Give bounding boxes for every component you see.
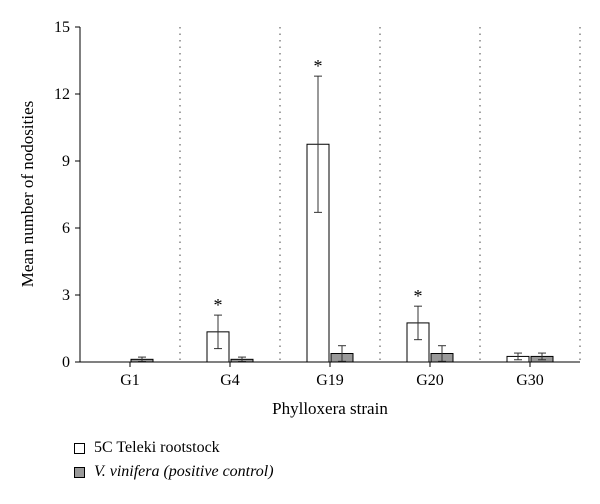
y-axis-title: Mean number of nodosities [18, 101, 37, 288]
legend-swatch-teleki [74, 442, 85, 454]
group-separators [179, 27, 581, 362]
legend-item-teleki: 5C Teleki rootstock [74, 436, 274, 460]
axes [79, 27, 580, 363]
legend: 5C Teleki rootstock V. vinifera (positiv… [74, 436, 274, 484]
x-tick-label: G30 [516, 372, 544, 389]
y-tick-label: 12 [54, 86, 70, 103]
bars: * * * [130, 56, 554, 363]
significance-marker: * [314, 56, 323, 76]
legend-label-teleki: 5C Teleki rootstock [94, 439, 220, 456]
y-tick-label: 3 [62, 287, 70, 304]
x-tick-label: G19 [316, 372, 344, 389]
y-tick-label: 15 [54, 19, 70, 36]
x-tick-label: G1 [120, 372, 140, 389]
x-axis-title: Phylloxera strain [272, 399, 388, 418]
legend-item-vinifera: V. vinifera (positive control) [74, 460, 274, 484]
axis-ticks: 0 3 6 9 12 15 G1 G4 G19 G20 G30 [54, 19, 544, 389]
legend-swatch-vinifera [74, 466, 85, 478]
x-tick-label: G4 [220, 372, 240, 389]
y-tick-label: 6 [62, 220, 70, 237]
legend-label-vinifera: V. vinifera (positive control) [94, 463, 274, 480]
y-tick-label: 9 [62, 153, 70, 170]
x-tick-label: G20 [416, 372, 444, 389]
significance-marker: * [214, 295, 223, 315]
y-tick-label: 0 [62, 354, 70, 371]
significance-marker: * [414, 286, 423, 306]
